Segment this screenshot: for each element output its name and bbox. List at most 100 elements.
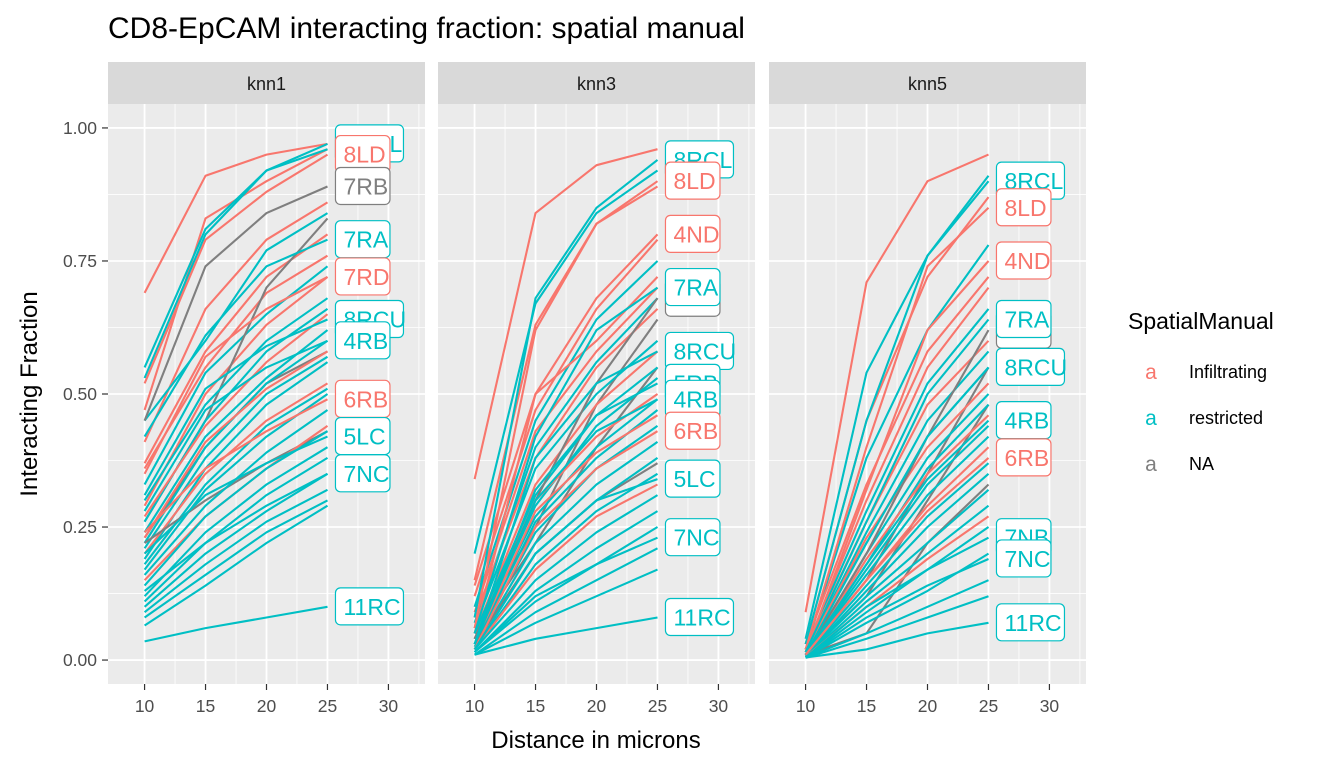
series-label: 4ND [673, 221, 719, 247]
legend: SpatialManual a Infiltrating a restricted a N… [1128, 308, 1274, 476]
series-label-box: 4ND [664, 214, 721, 253]
series-line-8rcu [143, 318, 328, 496]
series-line [143, 265, 329, 486]
series-label: 11RC [343, 594, 400, 620]
y-tick-label: 0.25 [63, 517, 97, 537]
series-line [804, 425, 990, 656]
series-line [804, 435, 990, 656]
series-label: 6RB [673, 418, 718, 444]
x-tick-label: 20 [587, 696, 607, 716]
series-line [804, 286, 990, 650]
series-line [473, 441, 659, 648]
series-line [143, 446, 329, 597]
series-line-8rcl [804, 180, 990, 645]
series-line-7ra [473, 286, 659, 634]
x-tick-label: 15 [857, 696, 876, 716]
facet-strip [438, 62, 755, 104]
series-label: 8RCU [673, 338, 736, 364]
series-label-box: 7RA [664, 267, 721, 307]
series-line-8rcl [143, 142, 328, 379]
series-line [473, 510, 659, 653]
series-line [143, 297, 329, 501]
series-label: 6RB [1004, 445, 1049, 471]
x-tick-label: 25 [648, 696, 667, 716]
series-line [144, 504, 329, 627]
series-line [473, 239, 659, 597]
series-label-box: 8RCU [995, 347, 1067, 386]
series-label: 8LD [1004, 195, 1046, 221]
x-tick-label: 15 [526, 696, 545, 716]
series-line-4rb [473, 398, 658, 645]
series-line [804, 414, 990, 656]
series-line [143, 212, 329, 422]
series-line-7nc [473, 536, 658, 653]
legend-key: a [1145, 407, 1157, 430]
series-line [143, 382, 329, 555]
series-line [143, 233, 329, 464]
series-line-6rb [473, 430, 659, 650]
series-line-7ra [804, 318, 990, 653]
series-line-4nd [473, 233, 659, 634]
series-label-box: 11RC [995, 603, 1066, 642]
facet-panels: 8RCL8LD7RB7RA7RD8RCU4RB6RB5LC7NC11RCknn1… [108, 62, 1086, 684]
series-label: 6RB [343, 386, 388, 412]
series-label: 11RC [1004, 610, 1061, 636]
series-line-5rb [473, 382, 658, 645]
series-label: 8RCU [1004, 354, 1067, 380]
series-line [143, 201, 329, 443]
series-line [143, 355, 329, 549]
x-axis-title: Distance in microns [491, 727, 700, 754]
series-line-11rc [144, 605, 328, 643]
series-label-box: 6RB [334, 379, 391, 418]
legend-key: a [1145, 361, 1157, 384]
series-line-8rcu [473, 350, 658, 645]
legend-key: a [1145, 453, 1157, 476]
series-label: 5LC [673, 466, 715, 492]
series-label: 7RA [673, 275, 718, 301]
series-label-box: 7NC [334, 454, 391, 493]
series-label: 7NC [1004, 546, 1050, 572]
series-line [143, 276, 329, 507]
series-line [804, 473, 990, 657]
y-tick-label: 0.75 [63, 251, 97, 271]
series-label-box: 5LC [334, 416, 391, 456]
series-label-box: 4RB [995, 401, 1052, 440]
series-label: 8LD [343, 142, 385, 168]
x-tick-label: 30 [379, 696, 399, 716]
series-line [143, 350, 329, 539]
x-tick-label: 20 [918, 696, 938, 716]
series-line [473, 169, 659, 554]
x-tick-label: 10 [135, 696, 155, 716]
series-label-box: 7NC [995, 539, 1052, 578]
series-line-8rcl [473, 159, 659, 618]
series-label: 7NC [343, 461, 389, 487]
series-line-11rc [805, 621, 989, 659]
x-tick-label: 10 [465, 696, 485, 716]
series-line [473, 350, 659, 634]
series-label-box: 6RB [664, 411, 721, 450]
series-line [804, 489, 990, 657]
series-line [804, 462, 990, 656]
series-label: 11RC [673, 604, 730, 630]
series-line [804, 526, 990, 659]
series-line [143, 499, 328, 619]
series-line-6rb [143, 398, 328, 534]
x-tick-label: 20 [257, 696, 277, 716]
series-line [143, 142, 328, 294]
axes: 10 15 20 25 30 10 15 20 25 30 10 15 20 25 30 0.00 0.25 0.… [63, 118, 1059, 716]
series-label-box: 4ND [995, 241, 1052, 280]
series-label-box: 4RB [664, 379, 721, 418]
series-line-8ld [473, 180, 659, 629]
series-line [804, 153, 989, 613]
series-label: 4RB [1004, 408, 1049, 434]
series-label-box: 7RD [334, 257, 391, 296]
series-label: 7RD [343, 264, 389, 290]
series-line [804, 276, 990, 645]
x-tick-label: 30 [709, 696, 729, 716]
series-line [473, 472, 659, 651]
series-line-7ra [143, 238, 328, 438]
series-line-7rb [143, 185, 328, 421]
facet-strip-label: knn3 [577, 74, 616, 94]
series-line-5lc [143, 435, 328, 555]
